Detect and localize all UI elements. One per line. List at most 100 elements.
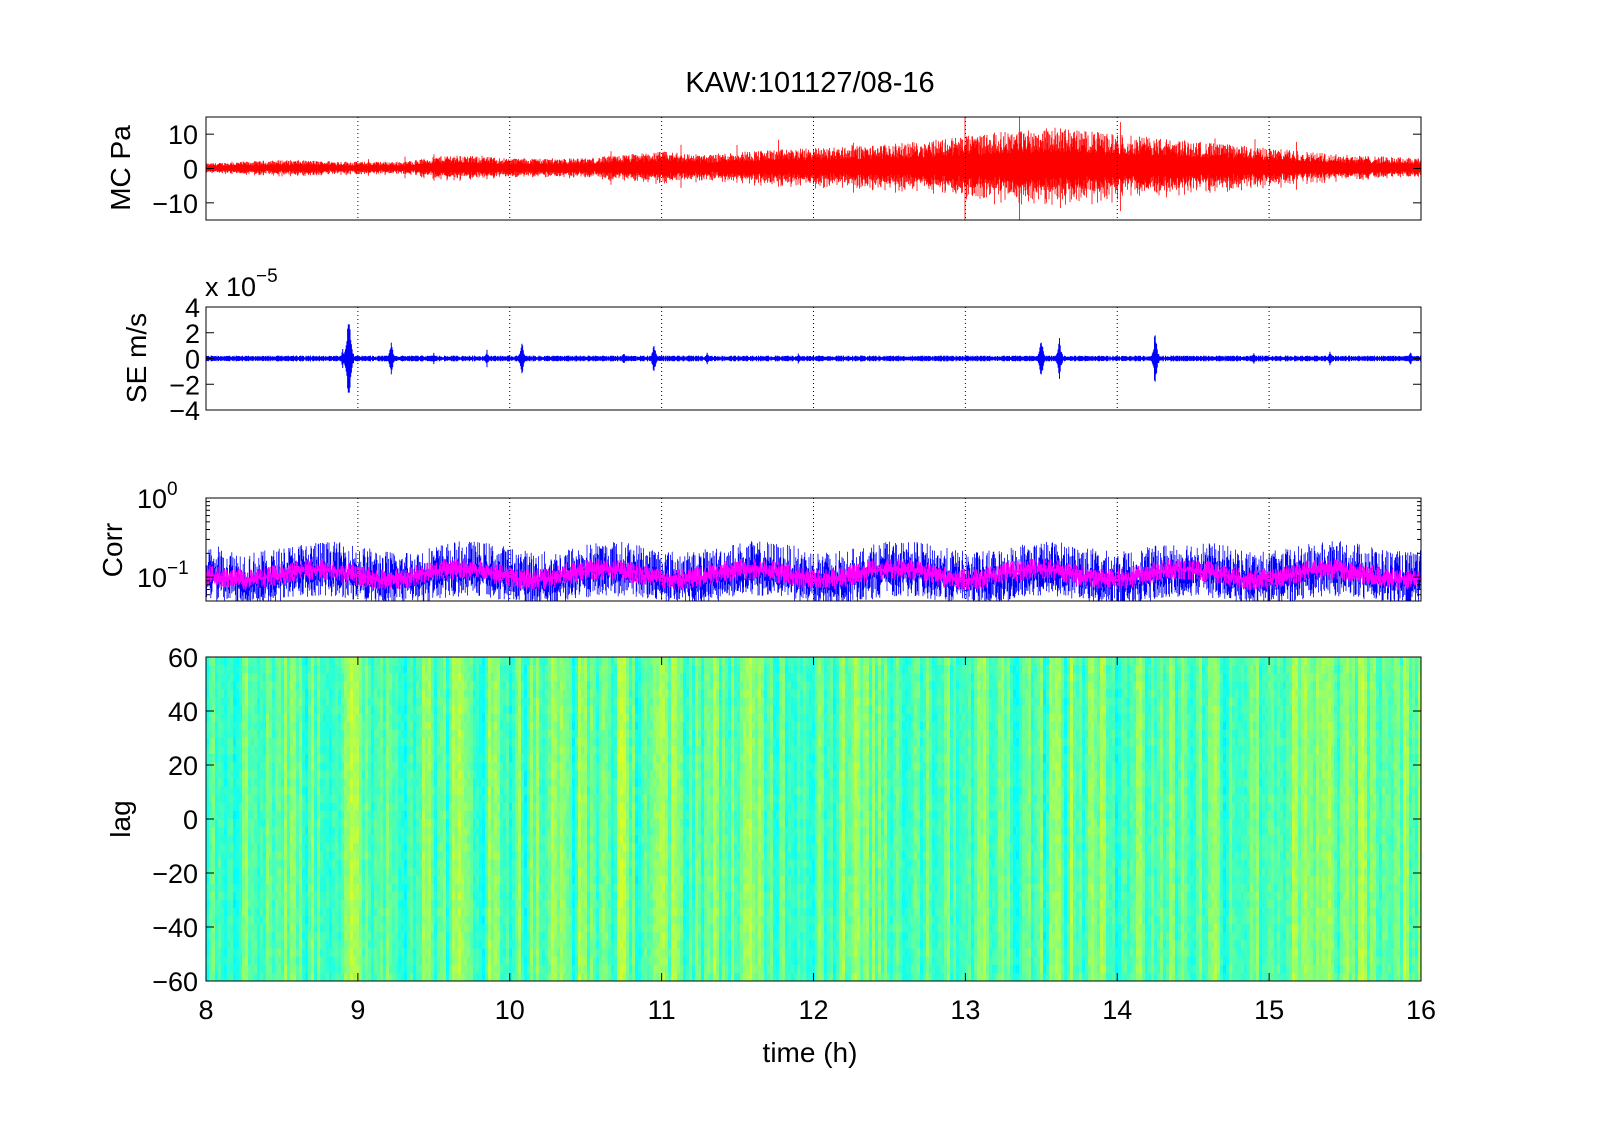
heatmap-cell — [452, 875, 456, 885]
heatmap-cell — [305, 883, 309, 893]
heatmap-cell — [407, 754, 411, 763]
heatmap-cell — [311, 657, 315, 666]
heatmap-cell — [530, 883, 534, 893]
heatmap-cell — [539, 883, 543, 893]
heatmap-cell — [266, 900, 270, 909]
heatmap-cell — [410, 689, 414, 698]
heatmap-cell — [341, 681, 345, 690]
heatmap-cell — [551, 762, 555, 771]
heatmap-cell — [341, 713, 345, 723]
heatmap-cell — [455, 940, 459, 949]
heatmap-cell — [554, 738, 558, 747]
heatmap-cell — [233, 721, 237, 731]
heatmap-cell — [272, 746, 276, 755]
heatmap-cell — [212, 940, 216, 949]
heatmap-cell — [362, 883, 366, 893]
heatmap-cell — [338, 713, 342, 723]
heatmap-cell — [560, 891, 564, 901]
heatmap-cell — [515, 721, 519, 731]
heatmap-cell — [296, 835, 300, 844]
heatmap-cell — [275, 794, 279, 804]
heatmap-cell — [422, 665, 426, 674]
heatmap-cell — [527, 843, 531, 852]
heatmap-cell — [284, 859, 288, 868]
heatmap-cell — [257, 859, 261, 868]
heatmap-cell — [461, 681, 465, 690]
heatmap-cell — [362, 835, 366, 844]
heatmap-cell — [446, 778, 450, 787]
heatmap-cell — [530, 810, 534, 820]
heatmap-cell — [410, 827, 414, 836]
heatmap-cell — [332, 770, 336, 779]
heatmap-cell — [242, 665, 246, 674]
heatmap-cell — [422, 819, 426, 828]
heatmap-cell — [290, 932, 294, 941]
heatmap-cell — [506, 851, 510, 860]
heatmap-cell — [464, 940, 468, 949]
heatmap-cell — [287, 770, 291, 779]
heatmap-cell — [479, 721, 483, 731]
heatmap-cell — [335, 705, 339, 715]
heatmap-cell — [464, 681, 468, 690]
heatmap-cell — [455, 729, 459, 739]
heatmap-cell — [344, 827, 348, 836]
heatmap-cell — [311, 665, 315, 674]
heatmap-cell — [512, 762, 516, 771]
heatmap-cell — [503, 964, 507, 974]
heatmap-cell — [293, 900, 297, 909]
heatmap-cell — [242, 835, 246, 844]
heatmap-cell — [452, 827, 456, 836]
heatmap-cell — [440, 916, 444, 925]
heatmap-cell — [230, 819, 234, 828]
heatmap-cell — [497, 867, 501, 877]
heatmap-cell — [218, 859, 222, 868]
heatmap-cell — [464, 827, 468, 836]
heatmap-cell — [425, 786, 429, 796]
heatmap-cell — [242, 713, 246, 723]
heatmap-cell — [239, 843, 243, 852]
heatmap-cell — [299, 802, 303, 812]
heatmap-cell — [251, 851, 255, 860]
heatmap-cell — [281, 891, 285, 901]
heatmap-cell — [440, 883, 444, 893]
heatmap-cell — [314, 900, 318, 909]
heatmap-cell — [341, 948, 345, 958]
heatmap-cell — [320, 770, 324, 779]
heatmap-cell — [527, 835, 531, 844]
heatmap-cell — [464, 713, 468, 723]
heatmap-cell — [272, 762, 276, 771]
heatmap-cell — [284, 843, 288, 852]
heatmap-cell — [509, 891, 513, 901]
heatmap-cell — [209, 908, 213, 917]
heatmap-cell — [458, 956, 462, 966]
heatmap-cell — [473, 705, 477, 715]
heatmap-cell — [551, 843, 555, 852]
heatmap-cell — [311, 762, 315, 771]
heatmap-cell — [434, 673, 438, 682]
heatmap-cell — [542, 721, 546, 731]
heatmap-cell — [317, 689, 321, 698]
heatmap-cell — [284, 956, 288, 966]
heatmap-cell — [437, 738, 441, 747]
heatmap-cell — [479, 875, 483, 885]
heatmap-cell — [410, 681, 414, 690]
heatmap-cell — [533, 697, 537, 706]
heatmap-cell — [392, 972, 396, 982]
heatmap-cell — [371, 762, 375, 771]
heatmap-cell — [476, 916, 480, 925]
heatmap-cell — [365, 778, 369, 787]
heatmap-cell — [428, 875, 432, 885]
heatmap-cell — [224, 932, 228, 941]
heatmap-cell — [560, 681, 564, 690]
heatmap-cell — [338, 851, 342, 860]
heatmap-cell — [398, 875, 402, 885]
heatmap-cell — [356, 875, 360, 885]
heatmap-cell — [362, 843, 366, 852]
heatmap-cell — [296, 729, 300, 739]
heatmap-cell — [326, 810, 330, 820]
heatmap-cell — [293, 657, 297, 666]
heatmap-cell — [257, 827, 261, 836]
heatmap-cell — [209, 883, 213, 893]
heatmap-cell — [509, 746, 513, 755]
heatmap-cell — [239, 778, 243, 787]
